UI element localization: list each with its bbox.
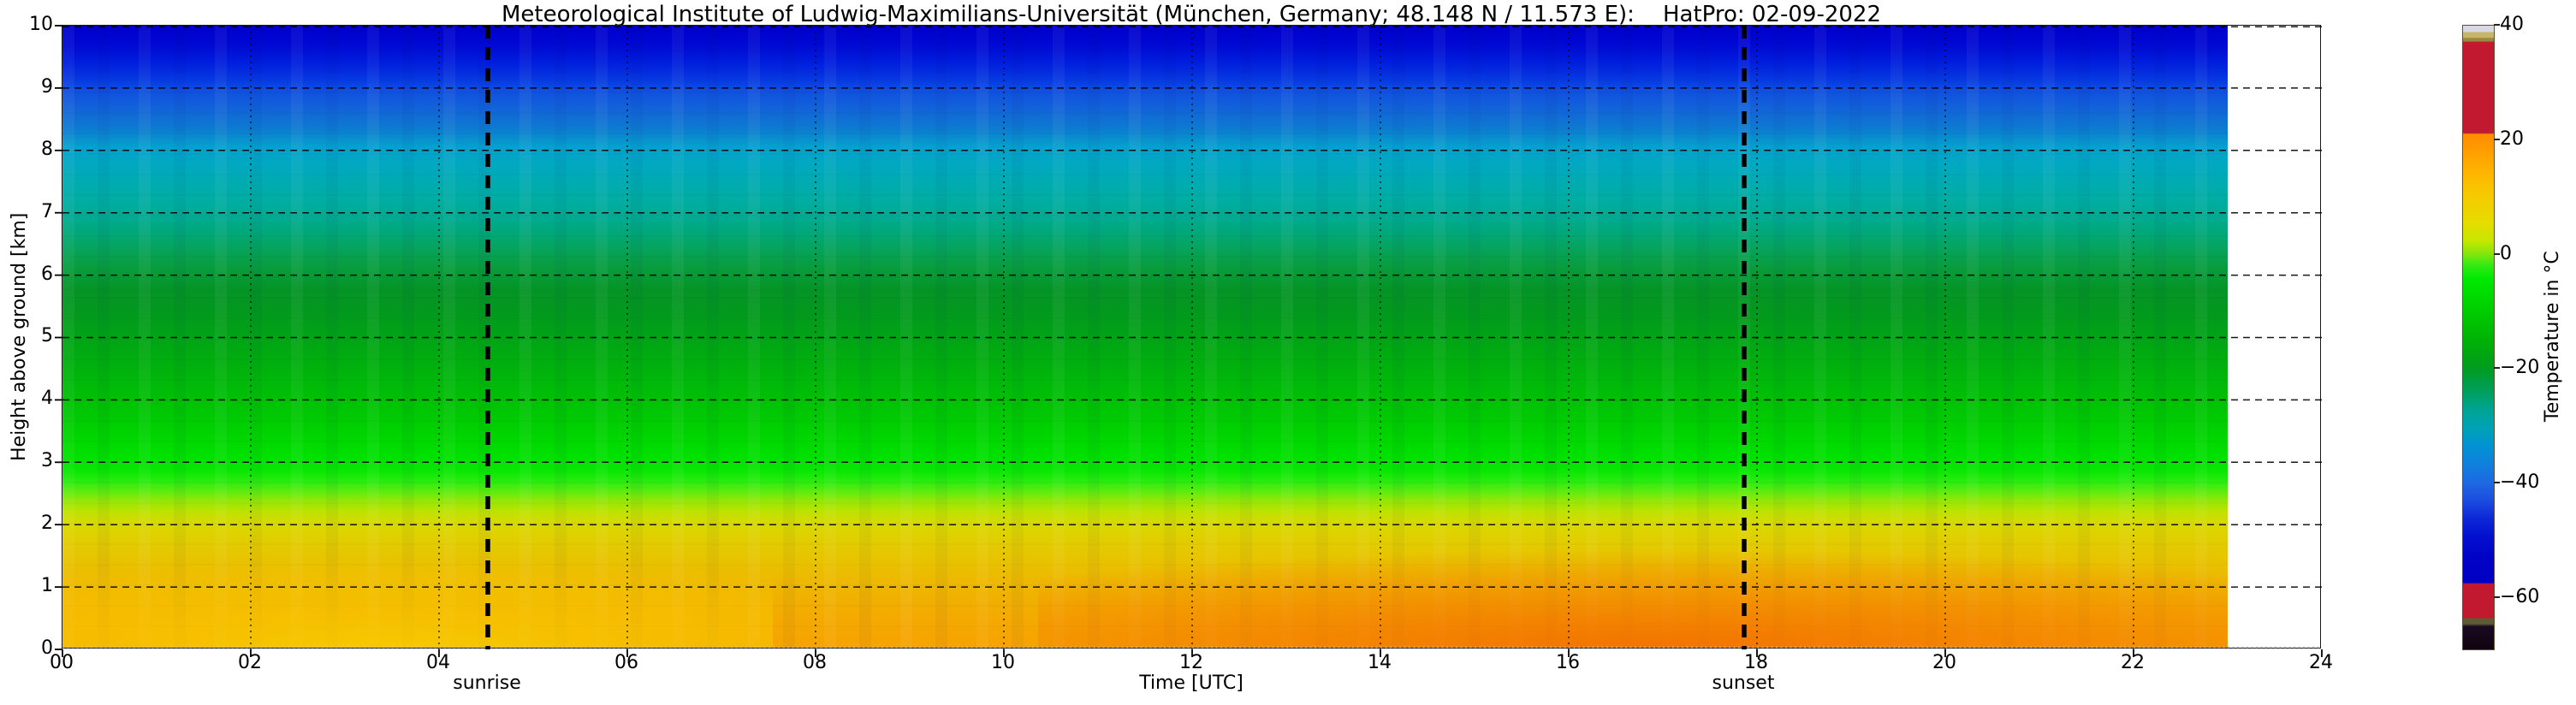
y-tick-label: 2 [41,512,53,534]
vertical-gridlines [250,26,2134,649]
y-tick-label: 5 [41,325,53,347]
x-tick-label: 10 [991,652,1015,673]
colorbar-tick [2494,596,2500,598]
x-tick-label: 24 [2309,652,2333,673]
colorbar-tick [2494,253,2500,255]
plot-area [55,25,2323,657]
colorbar [2462,25,2495,650]
colorbar-tick-label: −40 [2500,471,2540,493]
x-axis-ticks [62,649,2323,657]
x-tick-label: 14 [1368,652,1392,673]
x-tick-label: 04 [426,652,450,673]
colorbar-tick [2494,367,2500,369]
colorbar-tick-label: 20 [2500,128,2524,150]
sunrise-annotation: sunrise [453,672,521,694]
colorbar-tick-label: 40 [2500,14,2524,35]
y-tick-label: 9 [41,76,53,98]
x-tick-label: 12 [1179,652,1203,673]
colorbar-tick-label: −60 [2500,586,2540,607]
colorbar-tick-label: 0 [2500,243,2512,264]
y-tick-label: 10 [29,14,53,35]
x-tick-label: 22 [2121,652,2145,673]
colorbar-tick-label: −20 [2500,357,2540,378]
x-tick-label: 02 [238,652,262,673]
figure-title: Meteorological Institute of Ludwig-Maxim… [501,2,1882,27]
y-tick-label: 4 [41,388,53,409]
y-tick-label: 1 [41,575,53,596]
y-tick-label: 7 [41,201,53,222]
sunset-annotation: sunset [1712,672,1775,694]
y-tick-label: 6 [41,264,53,285]
x-tick-label: 16 [1556,652,1580,673]
x-tick-label: 00 [50,652,74,673]
y-tick-label: 8 [41,139,53,160]
surface-warm-night-layer [62,549,773,648]
y-axis-ticks [55,25,62,650]
colorbar-tick [2494,139,2500,140]
x-tick-label: 18 [1744,652,1768,673]
temperature-heatmap [62,26,2228,648]
surface-warm-afternoon-layer [1038,541,2228,648]
y-tick-label: 3 [41,450,53,471]
x-tick-label: 08 [803,652,827,673]
colorbar-label: Temperature in °C [2542,251,2563,423]
x-axis-label: Time [UTC] [1139,672,1243,694]
colorbar-tick [2494,24,2500,26]
grid-and-annotations [55,25,2323,657]
colorbar-tick [2494,482,2500,483]
x-tick-label: 06 [614,652,638,673]
x-tick-label: 20 [1932,652,1956,673]
y-tick-label: 0 [41,637,53,659]
